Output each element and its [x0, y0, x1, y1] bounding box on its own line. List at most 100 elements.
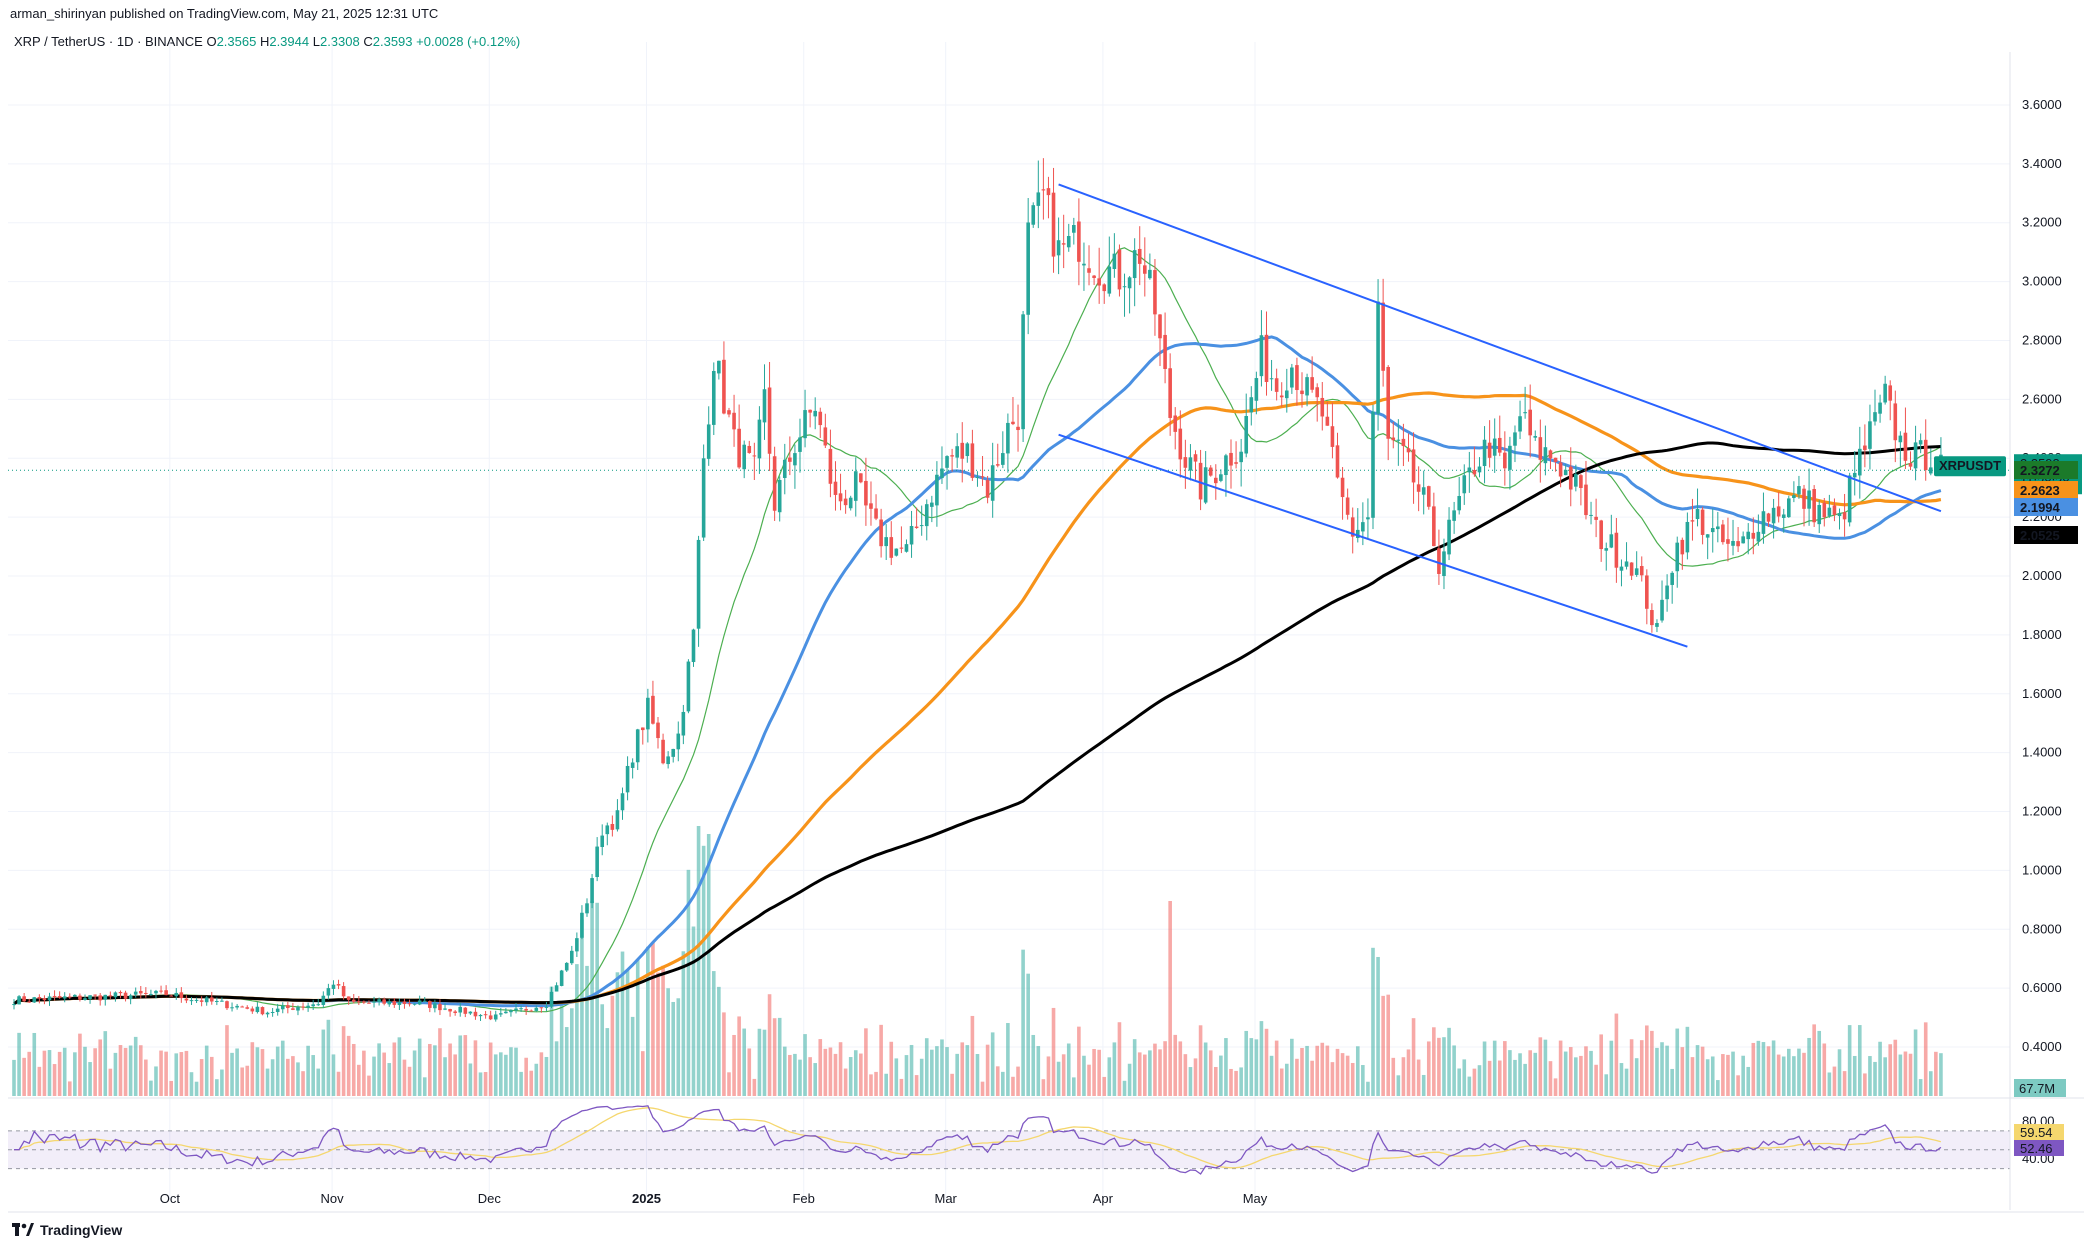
candle-body	[595, 846, 599, 878]
low-label: L	[312, 34, 320, 49]
candle-body	[1163, 334, 1167, 369]
volume-bar	[732, 1034, 736, 1096]
price-labels: XRPUSDT2.359311:28:382.32722.26232.19942…	[1934, 454, 2082, 1156]
volume-bar	[1903, 1051, 1908, 1096]
candle-body	[215, 1000, 219, 1002]
candle-body	[1274, 378, 1279, 392]
volume-bar	[752, 1078, 757, 1096]
candle-body	[1386, 366, 1391, 439]
candle-body	[1143, 265, 1147, 274]
candle-body	[1766, 513, 1771, 522]
volume-bar	[686, 869, 691, 1096]
candle-body	[230, 1007, 234, 1009]
volume-bar	[1016, 1066, 1020, 1096]
candle-body	[351, 999, 356, 1002]
candle-body	[640, 727, 645, 731]
candle-body	[17, 996, 21, 1005]
volume-bar	[960, 1042, 965, 1096]
volume-bar	[417, 1038, 422, 1096]
volume-bar	[514, 1047, 518, 1096]
candle-body	[1903, 432, 1908, 461]
candle-body	[945, 456, 949, 468]
candle-body	[1492, 438, 1497, 456]
candle-body	[1046, 188, 1051, 196]
volume-bar	[458, 1035, 463, 1096]
volume-bar	[889, 1041, 894, 1096]
candle-body	[1254, 378, 1259, 401]
candle-body	[884, 537, 888, 547]
candle-body	[1295, 365, 1299, 391]
volume-bar	[1041, 1079, 1046, 1096]
candle-body	[407, 1003, 412, 1005]
candle-body	[154, 990, 158, 994]
candle-body	[73, 994, 77, 997]
volume-bar	[1132, 1039, 1137, 1096]
volume-bar	[179, 1052, 184, 1096]
ma-price-value: 2.0525	[2020, 528, 2060, 543]
candle-body	[524, 1008, 528, 1011]
candle-body	[1802, 488, 1806, 509]
volume-bar	[1863, 1073, 1867, 1096]
volume-bar	[585, 965, 589, 1096]
volume-bar	[291, 1056, 295, 1096]
volume-bar	[1508, 1050, 1512, 1096]
volume-bar	[1056, 1061, 1061, 1096]
volume-bar	[1797, 1048, 1801, 1096]
volume-bar	[1183, 1054, 1188, 1096]
candle-body	[1087, 268, 1091, 273]
volume-bar	[164, 1051, 168, 1096]
volume-bar	[270, 1059, 275, 1096]
volume-bar	[1026, 973, 1030, 1096]
candle-body	[1599, 520, 1603, 550]
candle-body	[93, 994, 97, 996]
candle-body	[280, 1005, 285, 1010]
volume-bar	[1908, 1053, 1913, 1096]
candle-body	[306, 1005, 310, 1008]
candle-body	[843, 498, 848, 506]
candle-body	[1416, 484, 1421, 492]
volume-bar	[1563, 1051, 1568, 1096]
volume-bar	[924, 1038, 929, 1096]
volume-bar	[357, 1064, 361, 1096]
candle-body	[1330, 426, 1335, 447]
volume-bar	[1203, 1042, 1208, 1096]
candle-body	[625, 765, 630, 793]
candle-body	[1213, 477, 1218, 484]
candle-body	[1051, 192, 1056, 257]
volume-bar	[108, 1068, 113, 1096]
candle-body	[590, 878, 594, 904]
candle-body	[879, 519, 883, 547]
volume-bar	[1645, 1025, 1649, 1096]
candle-body	[473, 1011, 478, 1017]
volume-bar	[1122, 1080, 1127, 1096]
open-label: O	[206, 34, 217, 49]
candle-body	[1011, 421, 1015, 425]
volume-bar	[864, 1028, 868, 1096]
volume-bar	[610, 995, 615, 1096]
volume-bar	[1726, 1054, 1730, 1096]
volume-bar	[651, 942, 655, 1096]
volume-bar	[874, 1071, 878, 1096]
volume-value: 67.7M	[2019, 1081, 2055, 1096]
volume-bar	[1751, 1042, 1756, 1096]
candle-body	[225, 1001, 229, 1009]
symbol-name[interactable]: XRP / TetherUS · 1D · BINANCE	[14, 34, 203, 49]
volume-bar	[220, 1069, 224, 1096]
volume-bar	[1604, 1074, 1609, 1096]
volume-bar	[331, 1054, 336, 1096]
candle-body	[417, 1000, 422, 1005]
candle-body	[27, 1001, 32, 1003]
candle-body	[995, 464, 1000, 466]
volume-tag	[2014, 1079, 2066, 1097]
candle-body	[113, 992, 118, 998]
time-tick-label: Feb	[792, 1191, 814, 1206]
candle-body	[869, 503, 873, 509]
volume-bar	[255, 1047, 260, 1096]
candle-body	[1036, 192, 1041, 206]
volume-bar	[1558, 1040, 1563, 1096]
tradingview-logo[interactable]: TradingView	[12, 1222, 122, 1238]
volume-bar	[215, 1079, 219, 1096]
candle-body	[980, 476, 985, 478]
candle-body	[676, 733, 681, 750]
